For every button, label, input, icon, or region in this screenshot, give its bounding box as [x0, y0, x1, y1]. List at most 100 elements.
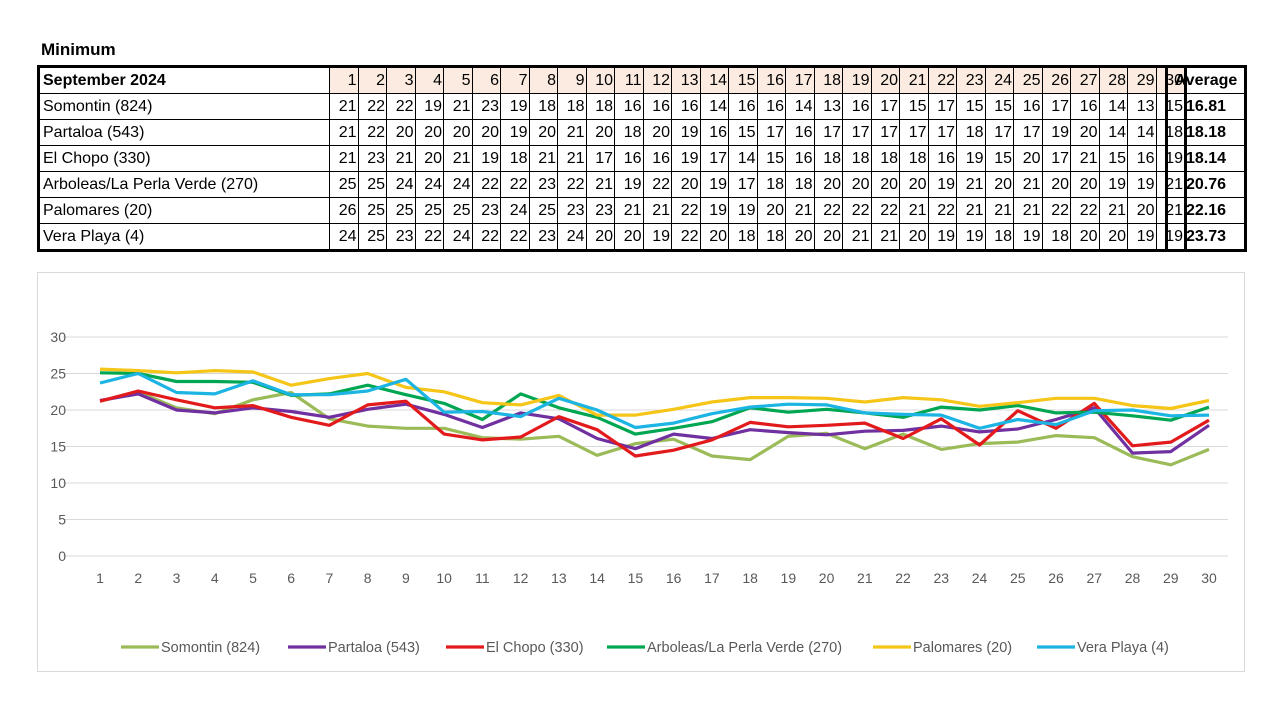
- table-cell: 20: [1070, 119, 1100, 146]
- table-cell: 21: [899, 197, 929, 224]
- table-row: El Chopo (330) 21 23 21 20 21 19 18 21 21 17 16 16 19…: [38, 145, 1186, 172]
- table-cell: 22: [1041, 197, 1071, 224]
- table-cell: 25: [357, 223, 387, 251]
- table-cell: 17: [1041, 93, 1071, 120]
- table-cell: 25: [386, 197, 416, 224]
- x-tick-label: 12: [513, 570, 529, 586]
- table-cell: 20: [471, 119, 501, 146]
- x-tick-label: 5: [249, 570, 257, 586]
- table-cell: 22: [642, 171, 672, 198]
- average-value: 23.73: [1166, 223, 1246, 251]
- table-cell: 19: [728, 197, 758, 224]
- legend-label: El Chopo (330): [486, 640, 584, 656]
- table-cell: 16: [1013, 93, 1043, 120]
- average-row: 23.73: [1166, 223, 1246, 251]
- average-value: 16.81: [1166, 93, 1246, 120]
- table-cell: 18: [899, 145, 929, 172]
- table-cell: 19: [927, 223, 957, 251]
- station-name: El Chopo (330): [38, 145, 330, 172]
- day-header: 22: [927, 66, 957, 94]
- x-tick-label: 26: [1048, 570, 1064, 586]
- table-cell: 22: [414, 223, 444, 251]
- table-cell: 22: [357, 93, 387, 120]
- average-row: 18.14: [1166, 145, 1246, 172]
- day-header: 24: [984, 66, 1014, 94]
- table-cell: 20: [842, 171, 872, 198]
- table-cell: 18: [813, 145, 843, 172]
- table-cell: 25: [443, 197, 473, 224]
- table-cell: 14: [1098, 93, 1128, 120]
- table-cell: 15: [756, 145, 786, 172]
- table-cell: 18: [984, 223, 1014, 251]
- table-cell: 20: [899, 171, 929, 198]
- table-cell: 20: [614, 223, 644, 251]
- chart-series: [99, 367, 1210, 467]
- table-cell: 19: [642, 223, 672, 251]
- table-cell: 25: [329, 171, 359, 198]
- table-cell: 15: [899, 93, 929, 120]
- table-cell: 18: [728, 223, 758, 251]
- table-cell: 16: [927, 145, 957, 172]
- table-cell: 21: [642, 197, 672, 224]
- table-cell: 17: [899, 119, 929, 146]
- x-tick-label: 8: [364, 570, 372, 586]
- table-cell: 22: [813, 197, 843, 224]
- table-cell: 21: [984, 197, 1014, 224]
- chart-gridlines: [63, 336, 1228, 557]
- table-cell: 22: [1070, 197, 1100, 224]
- table-cell: 18: [585, 93, 615, 120]
- average-value: 18.14: [1166, 145, 1246, 172]
- table-cell: 20: [1070, 171, 1100, 198]
- table-cell: 16: [699, 119, 729, 146]
- x-tick-label: 3: [173, 570, 181, 586]
- table-cell: 21: [329, 145, 359, 172]
- table-cell: 16: [614, 145, 644, 172]
- x-tick-label: 1: [96, 570, 104, 586]
- x-tick-label: 10: [436, 570, 452, 586]
- table-cell: 16: [728, 93, 758, 120]
- table-cell: 21: [956, 197, 986, 224]
- station-name: Somontin (824): [38, 93, 330, 120]
- y-tick-label: 30: [50, 329, 66, 345]
- y-tick-label: 10: [50, 475, 66, 491]
- day-header: 21: [899, 66, 929, 94]
- table-cell: 26: [329, 197, 359, 224]
- day-header: 13: [671, 66, 701, 94]
- table-cell: 17: [699, 145, 729, 172]
- table-cell: 21: [956, 171, 986, 198]
- table-row: Somontin (824) 21 22 22 19 21 23 19 18 18 18 16 16 16…: [38, 93, 1186, 120]
- table-cell: 16: [614, 93, 644, 120]
- table-cell: 21: [785, 197, 815, 224]
- table-cell: 17: [756, 119, 786, 146]
- temperature-table: September 2024 1 2 3 4 5 6 7 8 9 10 11 12 13 14 15 16 17 1…: [37, 65, 1187, 252]
- table-cell: 17: [984, 119, 1014, 146]
- table-cell: 18: [557, 93, 587, 120]
- table-cell: 19: [699, 171, 729, 198]
- table-cell: 23: [528, 223, 558, 251]
- day-header: 28: [1098, 66, 1128, 94]
- table-cell: 19: [614, 171, 644, 198]
- table-cell: 23: [557, 197, 587, 224]
- day-header: 15: [728, 66, 758, 94]
- table-cell: 16: [842, 93, 872, 120]
- x-tick-label: 23: [934, 570, 950, 586]
- table-cell: 21: [585, 171, 615, 198]
- table-header-row: September 2024 1 2 3 4 5 6 7 8 9 10 11 12 13 14 15 16 17 1…: [38, 66, 1186, 94]
- table-cell: 22: [870, 197, 900, 224]
- table-cell: 20: [528, 119, 558, 146]
- table-cell: 14: [1098, 119, 1128, 146]
- table-cell: 19: [671, 119, 701, 146]
- table-cell: 20: [1070, 223, 1100, 251]
- table-cell: 18: [1041, 223, 1071, 251]
- average-header-row: Average: [1166, 66, 1246, 94]
- y-tick-label: 0: [58, 548, 66, 564]
- day-header: 6: [471, 66, 501, 94]
- day-header: 1: [329, 66, 359, 94]
- average-row: 18.18: [1166, 119, 1246, 146]
- table-cell: 14: [785, 93, 815, 120]
- average-value: 20.76: [1166, 171, 1246, 198]
- x-tick-label: 16: [666, 570, 682, 586]
- series-line-4: [99, 367, 1210, 417]
- x-tick-label: 18: [742, 570, 758, 586]
- table-cell: 22: [842, 197, 872, 224]
